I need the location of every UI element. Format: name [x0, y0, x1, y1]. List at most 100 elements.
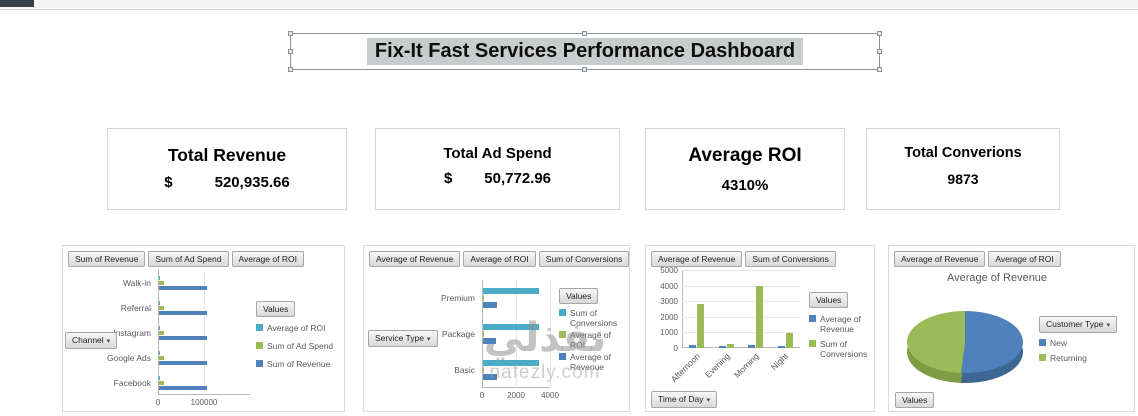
selection-handle[interactable] [877, 31, 882, 36]
values-field-button[interactable]: Values [895, 392, 935, 409]
category-label: Afternoon [668, 351, 702, 385]
legend-swatch [256, 360, 263, 367]
dropdown-arrow-icon: ▾ [426, 336, 431, 343]
x-axis-tick-label: 100000 [190, 398, 218, 407]
legend-swatch [256, 342, 263, 349]
bar-sum-of-conversions [483, 360, 540, 366]
pivot-field-button-average-of-revenue[interactable]: Average of Revenue [369, 251, 461, 268]
bar-sum-of-revenue [159, 285, 207, 290]
field-button-row: Average of Revenue Sum of Conversions [651, 251, 836, 268]
selection-handle[interactable] [582, 67, 587, 72]
legend-field-button[interactable]: Values [559, 288, 599, 305]
kpi-total-conversions: Total Converions 9873 [866, 128, 1060, 210]
pie-chart [907, 311, 1023, 373]
filter-button-service-type[interactable]: Service Type ▾ [368, 330, 438, 348]
kpi-value-row: $ 50,772.96 [376, 170, 619, 187]
kpi-value: 9873 [947, 171, 979, 187]
legend-swatch [1039, 354, 1046, 361]
currency-symbol: $ [443, 170, 453, 187]
category-label: Night [769, 351, 791, 373]
legend-swatch [809, 315, 816, 322]
kpi-value: 520,935.66 [214, 174, 290, 191]
pivot-field-button-average-of-roi[interactable]: Average of ROI [988, 251, 1061, 268]
kpi-value-row: 9873 [867, 171, 1059, 187]
legend-label: Sum of Revenue [267, 359, 331, 369]
field-button-row: Average of Revenue Average of ROI [894, 251, 1061, 268]
bar-average-of-roi [159, 300, 160, 305]
legend-swatch [559, 331, 566, 338]
kpi-average-roi: Average ROI 4310% [645, 128, 845, 210]
dashboard-title-box[interactable]: Fix-It Fast Services Performance Dashboa… [288, 31, 882, 72]
y-axis-tick-label: 3000 [660, 297, 678, 307]
service-type-chart-panel: Average of Revenue Average of ROI Sum of C… [363, 245, 630, 412]
legend-field-button[interactable]: Values [809, 292, 849, 309]
channel-chart-panel: Sum of Revenue Sum of Ad Spend Average of … [62, 245, 345, 412]
pivot-field-button-sum-of-conversions[interactable]: Sum of Conversions [745, 251, 836, 268]
legend-field-button[interactable]: Values [256, 301, 296, 318]
top-left-accent [0, 0, 34, 7]
selection-handle[interactable] [288, 48, 293, 54]
plot-area [682, 270, 800, 348]
y-axis-tick-label: 4000 [660, 281, 678, 291]
legend-swatch [809, 340, 816, 347]
gridline [204, 270, 205, 395]
bar-sum-of-revenue [159, 360, 207, 365]
legend-field-button[interactable]: Customer Type ▾ [1039, 316, 1117, 334]
currency-symbol: $ [164, 174, 173, 191]
category-label: Facebook [113, 377, 151, 388]
selection-handle[interactable] [582, 31, 587, 36]
kpi-value-row: 4310% [646, 177, 844, 194]
pivot-field-button-sum-of-conversions[interactable]: Sum of Conversions [538, 251, 630, 268]
pivot-field-button-sum-of-revenue[interactable]: Sum of Revenue [68, 251, 146, 268]
kpi-label: Average ROI [688, 145, 802, 166]
selection-handle[interactable] [288, 67, 293, 72]
customer-type-pie-panel: Average of Revenue Average of ROI Average… [888, 245, 1135, 412]
bar-average-of-roi [483, 331, 484, 337]
x-axis-tick-label: 4000 [541, 391, 559, 400]
legend-label: Sum of Ad Spend [267, 341, 334, 351]
pivot-field-button-average-of-revenue[interactable]: Average of Revenue [651, 251, 743, 268]
category-label: Morning [732, 351, 761, 380]
legend-swatch [559, 309, 566, 316]
bar-sum-of-revenue [159, 310, 207, 315]
pivot-field-button-average-of-roi[interactable]: Average of ROI [231, 251, 304, 268]
selection-handle[interactable] [288, 31, 293, 36]
selection-handle[interactable] [877, 48, 882, 54]
legend-item: Sum of Conversions [559, 308, 619, 328]
legend-swatch [559, 353, 566, 360]
dropdown-arrow-icon: ▾ [1106, 322, 1110, 329]
bar-sum-of-ad-spend [159, 330, 164, 335]
kpi-label: Total Converions [904, 145, 1022, 161]
legend-item: Returning [1039, 353, 1099, 363]
bar-average-of-roi [159, 325, 160, 330]
bar-average-of-roi [483, 367, 484, 373]
bar-sum-of-conversions [756, 286, 764, 348]
filter-button-channel[interactable]: Channel ▾ [65, 332, 118, 350]
legend-item: Average of Revenue [559, 352, 619, 372]
bar-sum-of-ad-spend [159, 305, 164, 310]
kpi-value: 50,772.96 [484, 170, 552, 187]
x-axis-tick-label: 2000 [507, 391, 525, 400]
bar-average-of-revenue [483, 338, 497, 344]
bar-sum-of-conversions [483, 288, 539, 294]
kpi-value-row: $ 520,935.66 [108, 174, 346, 191]
bar-average-of-revenue [748, 345, 756, 348]
legend-label: New [1050, 338, 1068, 348]
legend-label: Sum of Conversions [820, 339, 868, 360]
legend-label: Returning [1050, 353, 1087, 363]
category-label: Basic [454, 365, 475, 375]
pivot-field-button-average-of-revenue[interactable]: Average of Revenue [894, 251, 986, 268]
bar-average-of-roi [159, 350, 160, 355]
category-label: Package [441, 329, 475, 339]
category-label: Walk-in [122, 277, 151, 288]
pivot-field-button-sum-of-ad-spend[interactable]: Sum of Ad Spend [148, 251, 229, 268]
legend-item: Sum of Conversions [809, 339, 867, 359]
selection-handle[interactable] [877, 67, 882, 72]
filter-button-time-of-day[interactable]: Time of Day ▾ [651, 391, 718, 409]
gridline [682, 332, 800, 334]
bar-average-of-roi [159, 375, 160, 380]
bar-average-of-revenue [718, 345, 726, 348]
field-button-row: Sum of Revenue Sum of Ad Spend Average of … [68, 251, 304, 268]
pivot-field-button-average-of-roi[interactable]: Average of ROI [463, 251, 536, 268]
legend-item: New [1039, 338, 1099, 348]
